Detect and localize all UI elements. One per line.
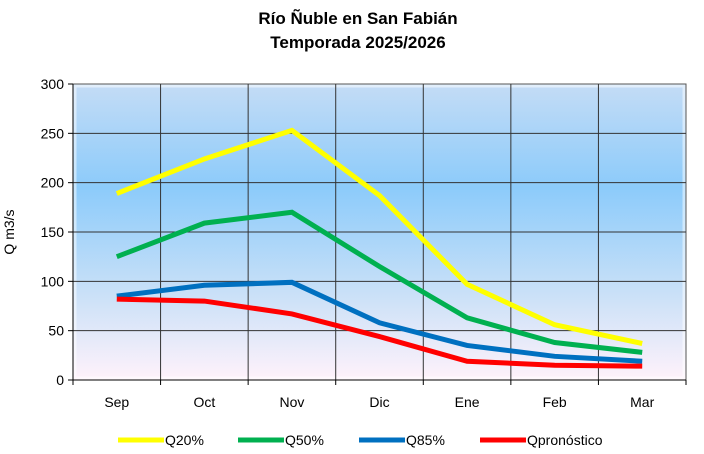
legend-label: Q50% (285, 432, 324, 448)
legend-label: Q20% (165, 432, 204, 448)
y-tick-label: 150 (41, 224, 65, 240)
y-tick-label: 200 (41, 175, 65, 191)
y-tick-label: 300 (41, 76, 65, 92)
y-axis-label: Q m3/s (1, 209, 17, 254)
x-tick-label: Feb (543, 394, 567, 410)
x-tick-label: Oct (193, 394, 215, 410)
y-tick-label: 50 (48, 323, 64, 339)
x-tick-label: Sep (104, 394, 129, 410)
x-tick-label: Ene (455, 394, 480, 410)
y-tick-label: 100 (41, 273, 65, 289)
y-tick-label: 250 (41, 125, 65, 141)
legend-label: Q85% (406, 432, 445, 448)
y-tick-label: 0 (56, 372, 64, 388)
chart-title-line-1: Río Ñuble en San Fabián (258, 8, 457, 28)
chart-title-line-2: Temporada 2025/2026 (270, 33, 445, 52)
legend-label: Qpronóstico (527, 432, 603, 448)
x-tick-label: Mar (630, 394, 654, 410)
x-tick-label: Dic (369, 394, 389, 410)
x-tick-label: Nov (279, 394, 304, 410)
